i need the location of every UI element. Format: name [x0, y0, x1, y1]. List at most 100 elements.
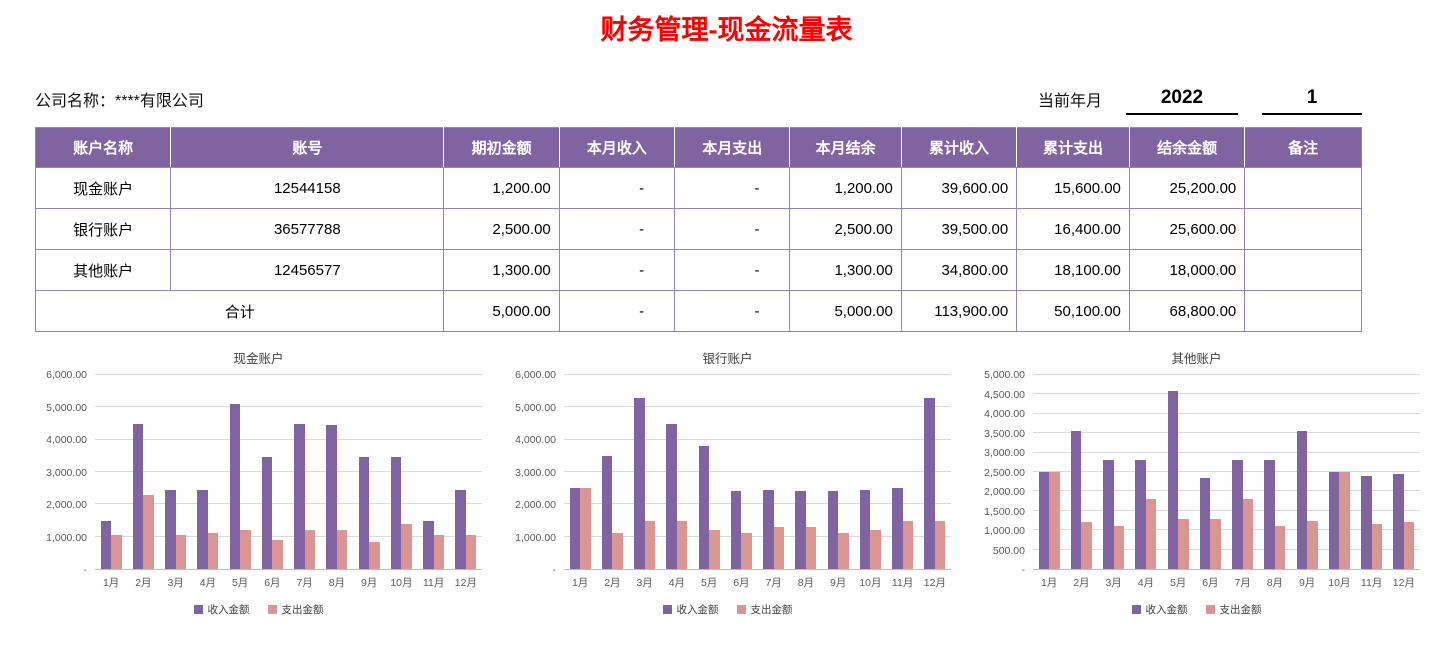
table-cell[interactable]: [1244, 208, 1362, 250]
table-cell[interactable]: 113,900.00: [900, 290, 1018, 332]
bar-group: [1356, 375, 1388, 569]
x-tick-label: 7月: [296, 577, 313, 589]
table-cell[interactable]: -: [674, 249, 791, 291]
month-input[interactable]: 1: [1262, 87, 1362, 115]
bar-group: [256, 375, 288, 569]
bar-group: [95, 375, 127, 569]
table-header-row: 账户名称 账号 期初金额 本月收入 本月支出 本月结余 累计收入 累计支出 结余金额 备注: [34, 127, 1362, 168]
bar-group: [564, 375, 596, 569]
table-cell[interactable]: 银行账户: [34, 208, 172, 250]
table-cell[interactable]: 现金账户: [34, 167, 172, 209]
bar-income: [1135, 460, 1146, 569]
table-cell[interactable]: -: [558, 290, 676, 332]
y-tick-label: 4,500.00: [984, 388, 1025, 401]
table-cell[interactable]: 36577788: [170, 208, 445, 250]
period-label: 当前年月: [1037, 93, 1102, 110]
chart-other-account[interactable]: 其他账户 - 500.00 1,000.00 1,500.00 2,000.00 2,500…: [973, 348, 1420, 617]
table-cell[interactable]: 1,200.00: [789, 167, 902, 209]
table-row: 现金账户 12544158 1,200.00- -1,200.00 39,600.00 1…: [34, 167, 1362, 209]
table-cell[interactable]: 15,600.00: [1016, 167, 1130, 209]
gridline: [564, 503, 951, 505]
table-cell[interactable]: 16,400.00: [1016, 208, 1130, 250]
bar-group: [758, 375, 790, 569]
table-cell[interactable]: 25,200.00: [1128, 167, 1246, 209]
table-cell[interactable]: 2,500.00: [443, 208, 560, 250]
x-tick-label: 3月: [167, 577, 184, 589]
table-cell[interactable]: 25,600.00: [1128, 208, 1246, 250]
bar-income: [666, 423, 677, 569]
table-cell[interactable]: 1,200.00: [443, 167, 560, 209]
y-tick-label: 4,000.00: [984, 408, 1025, 420]
accounts-table: 账户名称 账号 期初金额 本月收入 本月支出 本月结余 累计收入 累计支出 结余金额 备注 现金账…: [34, 127, 1362, 332]
column-header: 本月收入: [558, 127, 675, 168]
bar-income: [1361, 475, 1372, 569]
bar-group: [693, 375, 725, 569]
legend-item-expense: 支出金额: [736, 602, 793, 617]
x-axis: 1月 2月 3月 4月 5月 6月 7月 8月 9月 10月 11月 12月: [564, 575, 951, 590]
table-cell[interactable]: -: [674, 290, 791, 332]
table-cell[interactable]: [1244, 249, 1362, 291]
table-cell[interactable]: 18,000.00: [1128, 249, 1246, 291]
plot-column: 1月 2月 3月 4月 5月 6月 7月 8月 9月 10月 11月 12月: [95, 374, 482, 590]
table-cell[interactable]: 39,600.00: [900, 167, 1018, 209]
table-cell[interactable]: 68,800.00: [1128, 290, 1246, 332]
table-cell[interactable]: -: [558, 249, 676, 291]
bar-income: [165, 489, 176, 569]
chart-legend: 收入金额 支出金额: [35, 602, 482, 617]
bar-income: [859, 489, 871, 569]
table-cell[interactable]: 12544158: [170, 167, 445, 209]
column-header: 期初金额: [443, 127, 560, 168]
legend-label: 收入金额: [207, 604, 250, 616]
plot-column: 1月 2月 3月 4月 5月 6月 7月 8月 9月 10月 11月 12月: [564, 374, 951, 590]
bar-expense: [1049, 472, 1060, 569]
table-cell[interactable]: 5,000.00: [443, 290, 560, 332]
table-cell[interactable]: 1,300.00: [789, 249, 902, 291]
table-cell[interactable]: -: [558, 208, 676, 250]
table-cell[interactable]: 34,800.00: [900, 249, 1018, 291]
table-cell[interactable]: 12456577: [170, 249, 445, 291]
table-cell[interactable]: 2,500.00: [789, 208, 902, 250]
year-input[interactable]: 2022: [1126, 87, 1238, 115]
table-cell[interactable]: 39,500.00: [900, 208, 1018, 250]
gridline: [1033, 412, 1420, 414]
table-cell[interactable]: -: [674, 167, 791, 209]
legend-label: 收入金额: [676, 604, 719, 616]
bar-expense: [870, 530, 881, 569]
chart-legend: 收入金额 支出金额: [504, 602, 951, 617]
bar-expense: [676, 520, 688, 569]
table-cell[interactable]: [1244, 167, 1362, 209]
gridline: [95, 471, 482, 472]
x-tick-label: 7月: [765, 577, 782, 589]
table-cell[interactable]: 1,300.00: [443, 249, 560, 291]
chart-bank-account[interactable]: 银行账户 - 1,000.00 2,000.00 3,000.00 4,000.00 5,0…: [504, 348, 951, 617]
bar-group: [661, 375, 693, 569]
table-cell[interactable]: 50,100.00: [1016, 290, 1130, 332]
table-cell[interactable]: [1244, 290, 1362, 332]
table-cell[interactable]: 18,100.00: [1016, 249, 1130, 291]
y-axis: - 1,000.00 2,000.00 3,000.00 4,000.00 5,000.0…: [35, 369, 95, 576]
legend-item-expense: 支出金额: [1205, 602, 1262, 617]
chart-cash-account[interactable]: 现金账户 - 1,000.00 2,000.00 3,000.00 4,000.00 5,0…: [35, 348, 482, 617]
chart-title: 其他账户: [1171, 352, 1222, 366]
income-swatch-icon: [662, 605, 672, 614]
bar-expense: [1403, 522, 1415, 569]
x-tick-label: 5月: [231, 577, 249, 589]
bar-income: [455, 489, 466, 569]
table-cell[interactable]: -: [558, 167, 676, 209]
bar-expense: [304, 530, 316, 569]
page-title: 财务管理-现金流量表: [600, 15, 853, 45]
table-cell[interactable]: 5,000.00: [789, 290, 902, 332]
x-tick-label: 8月: [1266, 577, 1284, 589]
bar-expense: [838, 533, 849, 569]
table-cell[interactable]: 其他账户: [34, 249, 172, 291]
x-tick-label: 9月: [829, 577, 847, 589]
gridline: [1033, 393, 1420, 395]
gridline: [1033, 471, 1420, 472]
bar-group: [1388, 375, 1420, 569]
bar-expense: [1371, 524, 1383, 569]
total-label[interactable]: 合计: [34, 290, 445, 332]
table-cell[interactable]: -: [674, 208, 791, 250]
y-tick-label: 5,000.00: [46, 401, 87, 414]
bar-group: [385, 375, 417, 569]
bar-income: [730, 491, 742, 569]
